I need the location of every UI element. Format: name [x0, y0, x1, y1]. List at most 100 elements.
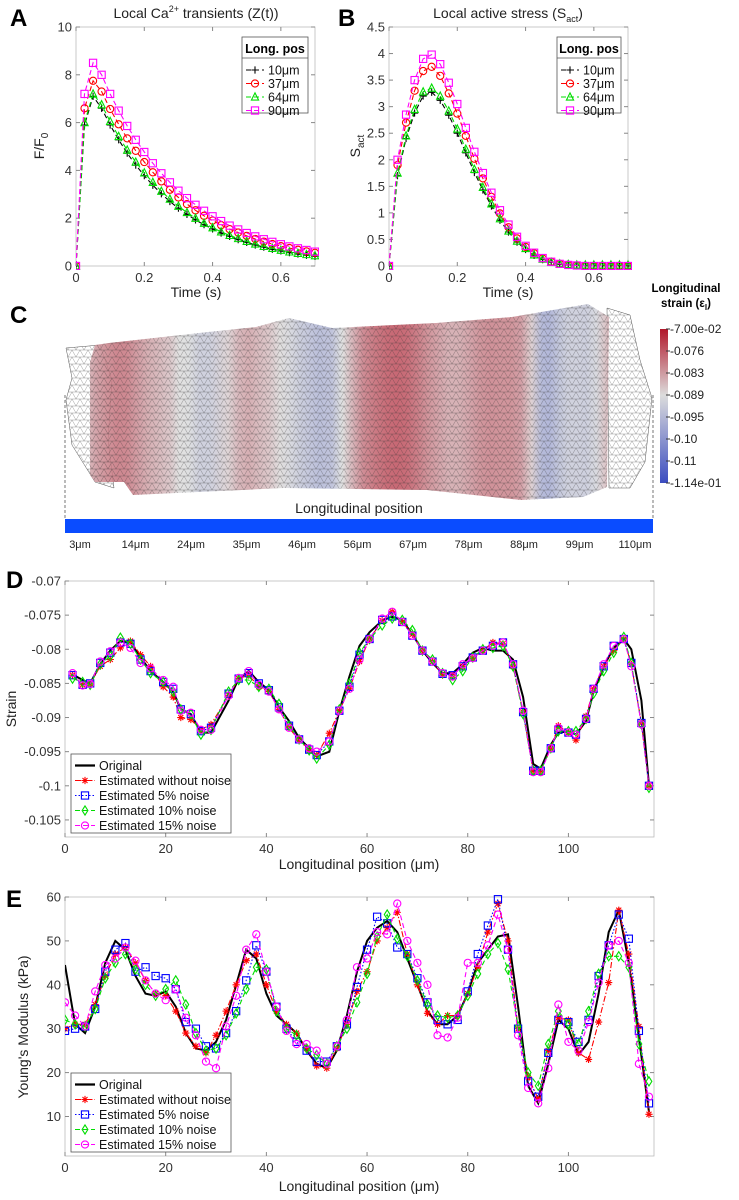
x-tick-label: 40	[259, 1160, 273, 1175]
data-point-circle	[427, 62, 436, 71]
colorbar-tick-labels: -7.00e-02 -0.076 -0.083 -0.089 -0.095 -0.10 -0…	[666, 322, 722, 490]
data-point-triangle	[88, 88, 98, 98]
data-point-square	[208, 212, 217, 221]
data-point-square	[276, 240, 286, 249]
data-point-square	[216, 216, 226, 226]
data-point-circle	[423, 980, 432, 989]
data-point-asterisk	[537, 767, 545, 775]
data-point-square	[634, 1026, 644, 1036]
data-point-triangle	[131, 156, 141, 166]
data-point-circle	[393, 899, 402, 908]
data-point-triangle	[504, 225, 513, 235]
data-point-circle	[114, 120, 123, 129]
data-point-circle	[70, 1011, 80, 1020]
colorbar-tick-label: -7.00e-02	[670, 322, 722, 336]
legend-label: Original	[99, 759, 142, 773]
data-point-circle	[282, 1026, 291, 1036]
data-point-square	[285, 242, 294, 251]
data-point-circle	[634, 1059, 644, 1068]
legend-label: Estimated 10% noise	[99, 804, 216, 818]
y-tick-label: -0.07	[31, 574, 61, 589]
series-layer	[76, 58, 319, 270]
data-point-asterisk	[574, 1049, 583, 1057]
data-point-square	[453, 99, 462, 109]
y-tick-label: 4	[378, 46, 385, 61]
data-point-circle	[403, 936, 412, 946]
data-point-square	[161, 974, 170, 983]
data-point-square	[555, 259, 564, 269]
longitudinal-position-bar	[65, 519, 653, 533]
legend-label: Estimated 15% noise	[99, 819, 216, 833]
y-tick-label: -0.1	[39, 778, 61, 793]
data-point-circle	[201, 1057, 211, 1066]
data-point-circle	[365, 634, 374, 644]
data-point-circle	[619, 634, 628, 644]
data-point-square	[478, 168, 488, 178]
data-point-circle	[546, 744, 555, 753]
data-point-circle	[131, 146, 140, 155]
data-point-square	[512, 232, 522, 241]
data-point-asterisk	[398, 618, 406, 626]
data-point-asterisk	[484, 928, 492, 936]
data-point-diamond	[305, 744, 313, 756]
data-point-square	[547, 257, 556, 266]
data-point-triangle	[276, 244, 286, 254]
data-point-diamond	[293, 1029, 301, 1041]
data-point-triangle	[461, 143, 471, 153]
data-point-circle	[161, 996, 170, 1005]
position-tick-label: 78μm	[455, 539, 483, 551]
data-point-circle	[272, 1002, 281, 1011]
data-point-diamond	[449, 674, 457, 686]
data-point-square	[362, 945, 372, 954]
data-point-circle	[388, 607, 397, 616]
x-tick-label: 60	[360, 841, 374, 856]
data-point-circle	[191, 1031, 201, 1040]
data-point-diamond	[81, 1123, 89, 1136]
data-point-square	[191, 200, 200, 209]
y-tick-label: 2	[378, 152, 385, 167]
data-point-circle	[574, 1046, 583, 1055]
x-tick-label: 100	[558, 1160, 580, 1175]
data-point-circle	[644, 781, 654, 790]
y-tick-label: 4	[65, 163, 72, 178]
data-point-square	[140, 147, 149, 157]
data-point-circle	[274, 705, 284, 714]
data-point-diamond	[91, 1003, 99, 1015]
data-point-square	[401, 110, 411, 119]
data-point-square	[182, 193, 192, 203]
data-point-circle	[453, 109, 462, 118]
data-point-circle	[116, 638, 125, 647]
position-tick-label: 14μm	[122, 539, 150, 551]
data-point-triangle	[486, 198, 496, 208]
data-point-square	[141, 963, 150, 972]
data-point-circle	[428, 657, 437, 666]
data-point-circle	[398, 617, 407, 627]
data-point-triangle	[165, 193, 175, 203]
data-point-diamond	[383, 908, 391, 921]
data-point-diamond	[121, 948, 129, 960]
data-point-circle	[141, 976, 150, 985]
data-point-square	[443, 1020, 452, 1029]
y-tick-label: 50	[47, 933, 61, 948]
data-point-plus	[445, 111, 453, 119]
data-point-diamond	[172, 974, 180, 987]
data-point-triangle	[427, 82, 437, 92]
colorbar-title-line2: strain (εl)	[661, 298, 711, 312]
data-point-plus	[428, 88, 436, 96]
data-point-circle	[105, 104, 115, 114]
data-point-asterisk	[443, 1011, 452, 1020]
colorbar-tick-label: -0.10	[670, 432, 698, 446]
data-point-square	[114, 106, 123, 115]
data-point-diamond	[595, 968, 603, 980]
data-point-diamond	[393, 933, 401, 945]
data-point-asterisk	[554, 1014, 562, 1022]
data-point-circle	[169, 682, 178, 691]
data-point-diamond	[345, 677, 353, 690]
data-point-circle	[284, 723, 294, 732]
data-point-square	[598, 261, 607, 270]
data-point-circle	[264, 687, 274, 696]
legend-item: Estimated without noise	[75, 774, 231, 788]
position-tick-label: 56μm	[344, 539, 372, 551]
data-point-diamond	[262, 963, 270, 976]
